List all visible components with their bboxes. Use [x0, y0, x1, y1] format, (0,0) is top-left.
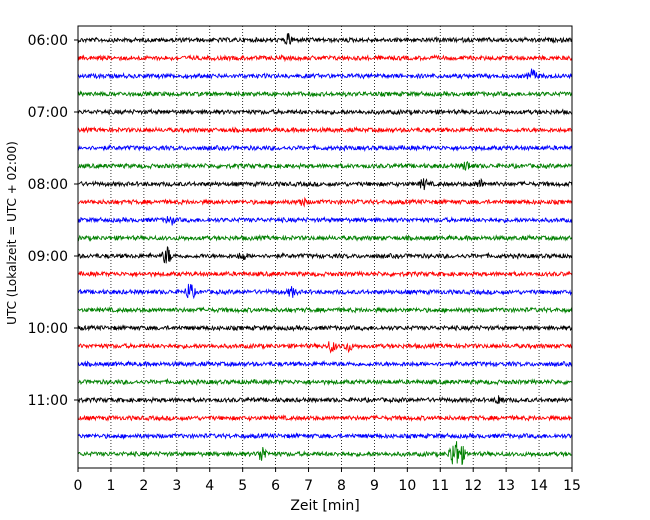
x-axis-label: Zeit [min]	[290, 498, 359, 514]
y-tick-label: 09:00	[28, 249, 68, 265]
x-tick-label: 3	[172, 478, 181, 494]
seismogram-trace	[77, 341, 573, 354]
seismogram-trace	[77, 283, 573, 300]
seismogram-trace	[77, 323, 573, 333]
seismogram-trace	[77, 432, 573, 441]
x-tick-label: 2	[139, 478, 148, 494]
y-tick-label: 11:00	[28, 393, 68, 409]
x-tick-label: 1	[106, 478, 115, 494]
seismogram-trace	[77, 215, 573, 226]
seismogram-trace	[77, 107, 573, 116]
x-tick-label: 6	[271, 478, 280, 494]
y-tick-label: 06:00	[28, 33, 68, 49]
x-tick-label: 14	[530, 478, 548, 494]
y-tick-label: 07:00	[28, 105, 68, 121]
x-axis-ticks: 0 1 2 3 4 5 6 7 8 9 10 11 12 13 14 15	[74, 468, 581, 494]
seismogram-trace	[77, 160, 573, 171]
seismogram-trace	[77, 125, 573, 134]
seismogram-trace	[77, 177, 573, 191]
y-axis-label: UTC (Lokalzeit = UTC + 02:00)	[5, 141, 19, 325]
seismogram-trace	[77, 359, 573, 368]
seismogram-trace	[77, 68, 573, 81]
traces-layer	[77, 33, 573, 466]
seismogram-trace	[77, 395, 573, 405]
seismogram-trace	[77, 143, 573, 152]
x-tick-label: 10	[398, 478, 416, 494]
x-tick-label: 12	[464, 478, 482, 494]
seismogram-trace	[77, 246, 573, 264]
x-tick-label: 5	[238, 478, 247, 494]
seismogram-trace	[77, 377, 573, 386]
x-tick-label: 7	[304, 478, 313, 494]
seismogram-trace	[77, 233, 573, 242]
seismogram-trace	[77, 306, 573, 315]
x-tick-label: 8	[337, 478, 346, 494]
seismogram-trace	[77, 414, 573, 423]
seismogram-trace	[77, 90, 573, 99]
x-tick-label: 9	[370, 478, 379, 494]
y-tick-label: 10:00	[28, 321, 68, 337]
seismogram-trace	[77, 196, 573, 208]
seismogram-trace	[77, 270, 573, 278]
x-tick-label: 11	[431, 478, 449, 494]
plot-frame	[77, 25, 573, 469]
x-tick-label: 13	[497, 478, 515, 494]
x-tick-label: 0	[74, 478, 83, 494]
y-axis-ticks: 06:00 07:00 08:00 09:00 10:00 11:00	[28, 33, 78, 409]
x-tick-label: 4	[205, 478, 214, 494]
x-tick-label: 15	[563, 478, 581, 494]
y-tick-label: 08:00	[28, 177, 68, 193]
seismogram-trace	[77, 441, 573, 466]
seismogram-trace	[77, 33, 573, 46]
seismogram-trace	[77, 53, 573, 63]
